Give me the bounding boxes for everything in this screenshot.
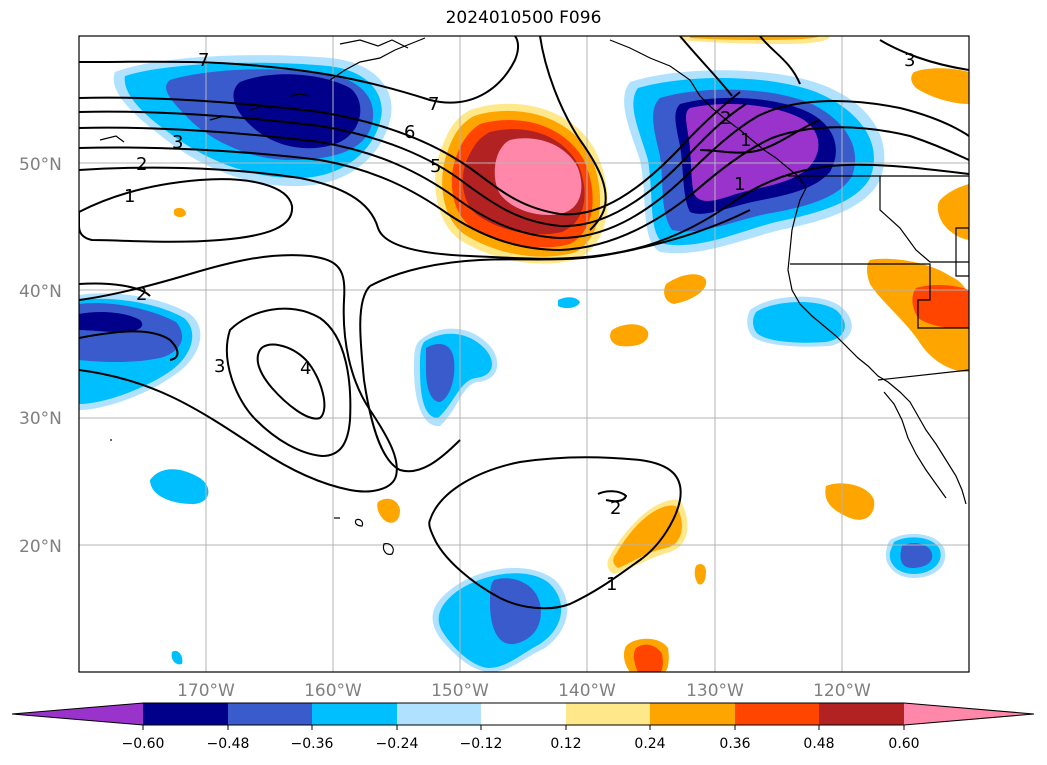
contour-label: 5 xyxy=(430,156,441,177)
contour-label: 2 xyxy=(720,108,731,129)
lat-label: 50°N xyxy=(19,155,62,175)
colorbar-segment xyxy=(143,703,228,725)
contour-label: 7 xyxy=(428,94,439,115)
colorbar-segment xyxy=(819,703,904,725)
lon-label: 140°W xyxy=(558,681,616,701)
colorbar-tick-label: −0.48 xyxy=(207,736,250,752)
anomaly-negative-west xyxy=(79,293,201,410)
map-title: 2024010500 F096 xyxy=(445,8,602,28)
contour-label: 3 xyxy=(214,356,225,377)
anomaly-negative-south xyxy=(432,567,568,672)
lon-label: 170°W xyxy=(177,681,235,701)
colorbar-segment xyxy=(735,703,819,725)
contour-label: 1 xyxy=(606,574,617,595)
colorbar-segment xyxy=(650,703,735,725)
lon-label: 120°W xyxy=(813,681,871,701)
colorbar-tick-label: −0.60 xyxy=(122,736,165,752)
lat-label: 40°N xyxy=(19,282,62,302)
contour-label: 2 xyxy=(136,154,147,175)
colorbar-segment xyxy=(312,703,397,725)
lat-label: 30°N xyxy=(19,409,62,429)
colorbar-segment xyxy=(397,703,481,725)
contour-label-group: 7 7 6 5 3 3 2 2 1 1 1 3 4 2 1 2 xyxy=(124,50,915,595)
contour-lines xyxy=(79,36,969,610)
shading-layer xyxy=(79,36,969,672)
anomaly-negative-northwest xyxy=(113,55,392,187)
anomaly-negative-small xyxy=(150,296,946,665)
contour-label: 1 xyxy=(734,174,745,195)
anomaly-negative-mid xyxy=(414,328,498,427)
colorbar-extend-high xyxy=(904,703,1034,725)
colorbar-tick-label: −0.12 xyxy=(460,736,503,752)
lon-label: 160°W xyxy=(304,681,362,701)
colorbar-tick-label: 0.48 xyxy=(803,736,834,752)
colorbar-segment xyxy=(228,703,312,725)
lat-label: 20°N xyxy=(19,537,62,557)
longitude-labels: 170°W 160°W 150°W 140°W 130°W 120°W xyxy=(177,681,871,701)
lon-label: 130°W xyxy=(686,681,744,701)
contour-label: 3 xyxy=(172,132,183,153)
latitude-labels: 50°N 40°N 30°N 20°N xyxy=(19,155,62,557)
plot-frame xyxy=(78,35,970,673)
contour-label: 2 xyxy=(610,498,621,519)
contour-label: 1 xyxy=(124,186,135,207)
contour-label: 6 xyxy=(404,122,415,143)
colorbar-tick-label: 0.12 xyxy=(550,736,581,752)
colorbar-tick-label: 0.60 xyxy=(888,736,919,752)
colorbar-segment xyxy=(566,703,650,725)
contour-label: 4 xyxy=(300,358,311,379)
colorbar-extend-low xyxy=(12,703,143,725)
colorbar-segment xyxy=(481,703,566,725)
graticule xyxy=(79,36,969,672)
colorbar: −0.60 −0.48 −0.36 −0.24 −0.12 0.12 0.24 … xyxy=(11,702,1035,752)
contour-label: 1 xyxy=(740,130,751,151)
colorbar-tick-label: 0.24 xyxy=(634,736,665,752)
contour-label: 3 xyxy=(904,50,915,71)
colorbar-tick-label: 0.36 xyxy=(719,736,750,752)
anomaly-positive-central xyxy=(435,103,608,264)
colorbar-tick-label: −0.36 xyxy=(291,736,334,752)
plot-area: 7 7 6 5 3 3 2 2 1 1 1 3 4 2 1 2 xyxy=(79,36,969,672)
contour-label: 7 xyxy=(198,50,209,71)
contour-label: 2 xyxy=(136,284,147,305)
colorbar-tick-label: −0.24 xyxy=(376,736,419,752)
lon-label: 150°W xyxy=(431,681,489,701)
